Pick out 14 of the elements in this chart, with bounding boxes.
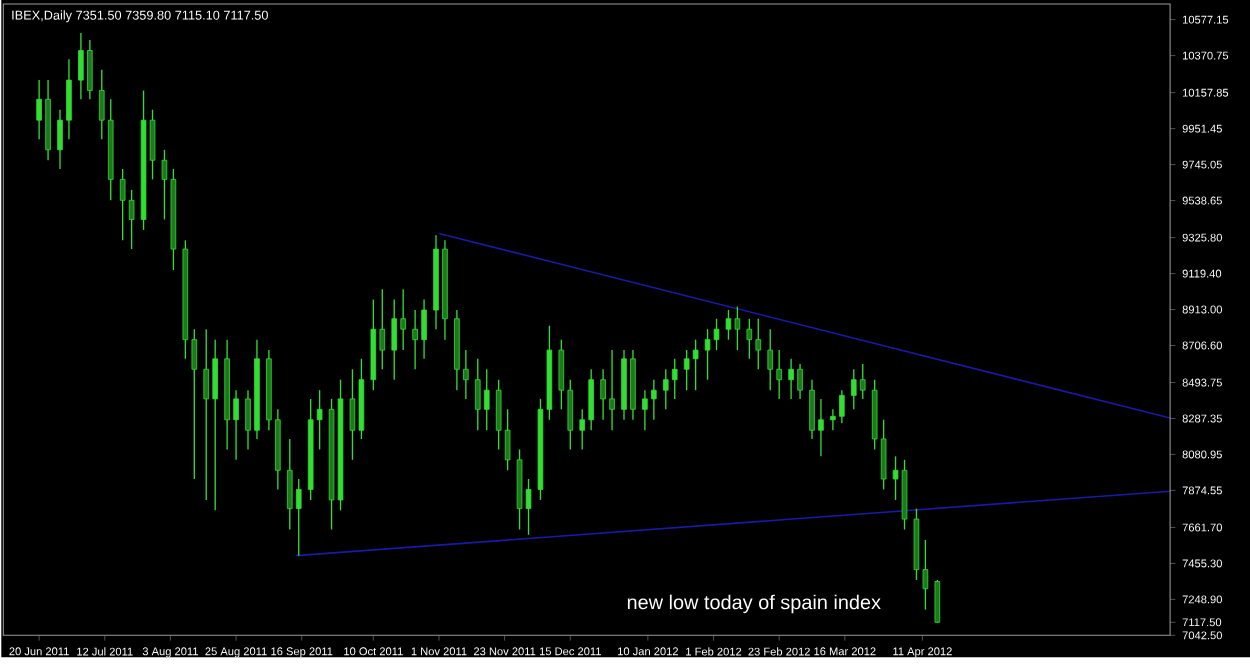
candlestick [203, 328, 210, 501]
candlestick [349, 368, 356, 461]
candlestick [859, 363, 866, 400]
candlestick [725, 309, 732, 341]
annotation: new low today of spain index [627, 594, 881, 614]
candlestick [713, 317, 720, 351]
candlestick [692, 338, 699, 391]
candlestick [671, 357, 678, 400]
candlestick [391, 298, 398, 381]
candlestick [767, 328, 774, 391]
candlestick [934, 579, 941, 624]
candlestick [483, 368, 490, 431]
candlestick [746, 317, 753, 360]
candlestick [295, 478, 302, 557]
